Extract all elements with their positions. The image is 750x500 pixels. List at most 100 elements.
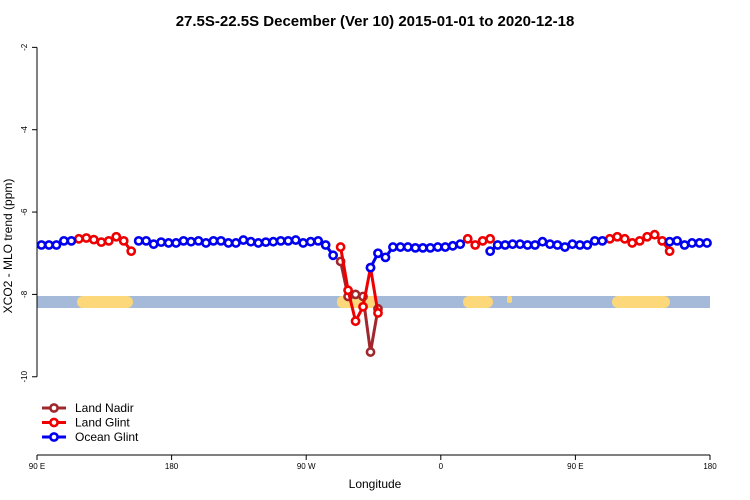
x-tick-label: 90 E: [567, 462, 583, 471]
data-point: [283, 235, 294, 246]
legend-label: Land Glint: [75, 416, 130, 430]
data-point: [268, 236, 279, 247]
data-point: [156, 237, 167, 248]
data-point: [73, 233, 84, 244]
data-point: [51, 240, 62, 250]
y-tick-label: -10: [20, 370, 29, 382]
data-point: [417, 242, 428, 253]
data-point: [687, 238, 697, 248]
data-point: [447, 240, 458, 251]
data-point: [81, 233, 92, 243]
data-point: [103, 235, 114, 246]
data-point: [612, 231, 623, 242]
data-point: [365, 347, 376, 357]
data-point: [604, 233, 615, 244]
data-point: [245, 236, 256, 247]
data-point: [515, 239, 525, 250]
data-point: [507, 239, 518, 250]
data-point: [462, 233, 473, 244]
data-point: [530, 240, 540, 250]
data-point: [582, 240, 593, 250]
data-point: [455, 239, 466, 250]
data-point: [290, 235, 301, 245]
land-patch: [507, 296, 512, 303]
data-point: [672, 235, 682, 246]
data-point: [567, 239, 578, 250]
land-ocean-strip: [37, 296, 710, 308]
y-tick-label: -8: [20, 290, 29, 298]
data-point: [485, 246, 496, 257]
data-point: [88, 234, 99, 245]
data-point: [343, 285, 353, 296]
data-point: [298, 238, 309, 248]
data-point: [66, 235, 77, 246]
data-point: [163, 238, 174, 248]
y-axis-label: XCO2 - MLO trend (ppm): [1, 179, 15, 314]
legend-marker: [49, 432, 59, 442]
legend-item: Land Nadir: [42, 401, 134, 415]
data-point: [500, 240, 511, 250]
data-point: [492, 240, 503, 250]
land-patch: [77, 296, 133, 308]
data-point: [148, 239, 159, 250]
data-point: [126, 246, 137, 257]
x-tick-label: 180: [703, 462, 717, 471]
data-point: [350, 316, 361, 327]
data-point: [365, 262, 376, 273]
data-point: [522, 240, 533, 250]
x-tick-label: 180: [165, 462, 179, 471]
series: [73, 229, 675, 327]
data-point: [440, 242, 451, 252]
data-point: [358, 301, 368, 312]
data-point: [634, 235, 645, 246]
data-point: [216, 235, 226, 246]
data-point: [432, 242, 443, 252]
land-patch: [463, 296, 493, 308]
data-point: [425, 242, 436, 253]
x-tick-label: 90 W: [297, 462, 316, 471]
data-point: [275, 235, 286, 246]
data-point: [208, 235, 219, 246]
data-point: [679, 240, 690, 250]
legend-marker: [49, 417, 59, 428]
data-point: [320, 240, 331, 250]
legend-marker: [49, 403, 59, 413]
data-point: [373, 248, 383, 259]
data-point: [178, 235, 189, 246]
data-point: [702, 238, 712, 248]
data-point: [477, 235, 488, 246]
data-point: [619, 233, 630, 244]
data-point: [402, 242, 413, 252]
data-point: [589, 235, 600, 246]
land-patch: [612, 296, 670, 308]
data-point: [96, 237, 107, 248]
data-point: [380, 252, 391, 263]
data-point: [649, 229, 660, 240]
y-tick-label: -2: [20, 43, 29, 51]
data-point: [238, 235, 249, 245]
legend-label: Land Nadir: [75, 401, 134, 415]
data-point: [133, 235, 144, 246]
data-point: [36, 240, 47, 250]
data-point: [305, 236, 316, 247]
data-point: [260, 237, 271, 248]
data-point: [597, 235, 608, 246]
data-point: [193, 235, 204, 246]
data-point: [642, 231, 653, 242]
data-point: [470, 240, 481, 250]
data-point: [560, 242, 570, 252]
data-point: [44, 240, 54, 250]
data-point: [313, 235, 324, 246]
data-point: [253, 238, 264, 248]
data-point: [186, 236, 196, 247]
x-tick-label: 90 E: [29, 462, 45, 471]
data-point: [59, 235, 69, 246]
data-point: [201, 238, 211, 248]
data-point: [545, 239, 555, 250]
y-tick-label: -6: [20, 208, 29, 216]
data-point: [537, 236, 548, 247]
chart-title: 27.5S-22.5S December (Ver 10) 2015-01-01…: [176, 13, 575, 30]
data-point: [350, 289, 361, 300]
data-point: [627, 238, 638, 248]
